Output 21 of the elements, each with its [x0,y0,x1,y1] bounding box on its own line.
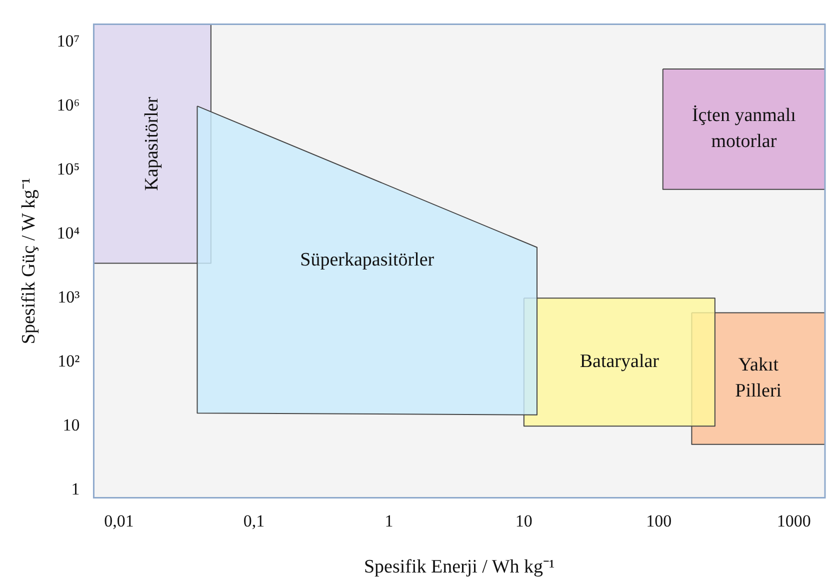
y-tick-label: 1 [71,480,80,499]
y-tick-label: 10⁷ [56,32,80,51]
y-axis-title: Spesifik Güç / W kg⁻¹ [18,178,40,344]
x-tick-label: 1 [384,511,394,530]
x-axis-title: Spesifik Enerji / Wh kg⁻¹ [364,556,556,578]
series-label: İçten yanmalı motorlar [692,105,796,152]
x-tick-label: 1000 [776,511,811,530]
y-tick-label: 10² [58,352,80,371]
y-tick-label: 10 [62,416,80,435]
x-tick-label: 100 [646,511,672,530]
x-tick-label: 0,1 [243,511,265,530]
x-tick-label: 10 [515,511,532,530]
series-label: Kapasitörler [141,96,162,191]
x-tick-label: 0,01 [104,511,134,530]
y-tick-label: 10⁶ [56,96,80,115]
series-label: Yakıt Pilleri [735,354,782,402]
y-tick-label: 10⁵ [56,160,80,179]
y-tick-label: 10⁴ [56,224,80,243]
series-label: Süperkapasitörler [300,249,435,270]
y-tick-label: 10³ [58,288,80,307]
series-label: Bataryalar [580,351,660,372]
